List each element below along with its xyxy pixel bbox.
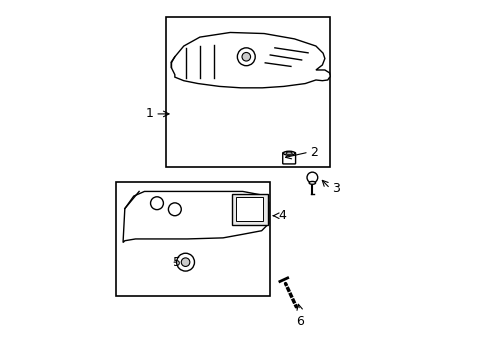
FancyBboxPatch shape	[282, 153, 295, 164]
Ellipse shape	[308, 181, 315, 184]
Text: 3: 3	[331, 182, 339, 195]
Circle shape	[242, 53, 250, 61]
Circle shape	[181, 258, 189, 266]
Ellipse shape	[283, 151, 294, 155]
Bar	[116, 182, 269, 296]
Bar	[165, 18, 329, 167]
Text: 4: 4	[278, 209, 286, 222]
Polygon shape	[171, 32, 329, 88]
Bar	[231, 194, 267, 225]
Circle shape	[168, 203, 181, 216]
Text: 2: 2	[310, 146, 318, 159]
Circle shape	[306, 172, 317, 183]
Bar	[236, 197, 263, 221]
Circle shape	[237, 48, 255, 66]
Circle shape	[176, 253, 194, 271]
Circle shape	[150, 197, 163, 210]
Polygon shape	[123, 192, 268, 243]
Text: 5: 5	[173, 256, 181, 269]
Text: 6: 6	[295, 315, 303, 328]
Text: 1: 1	[145, 107, 153, 120]
Ellipse shape	[285, 152, 292, 154]
